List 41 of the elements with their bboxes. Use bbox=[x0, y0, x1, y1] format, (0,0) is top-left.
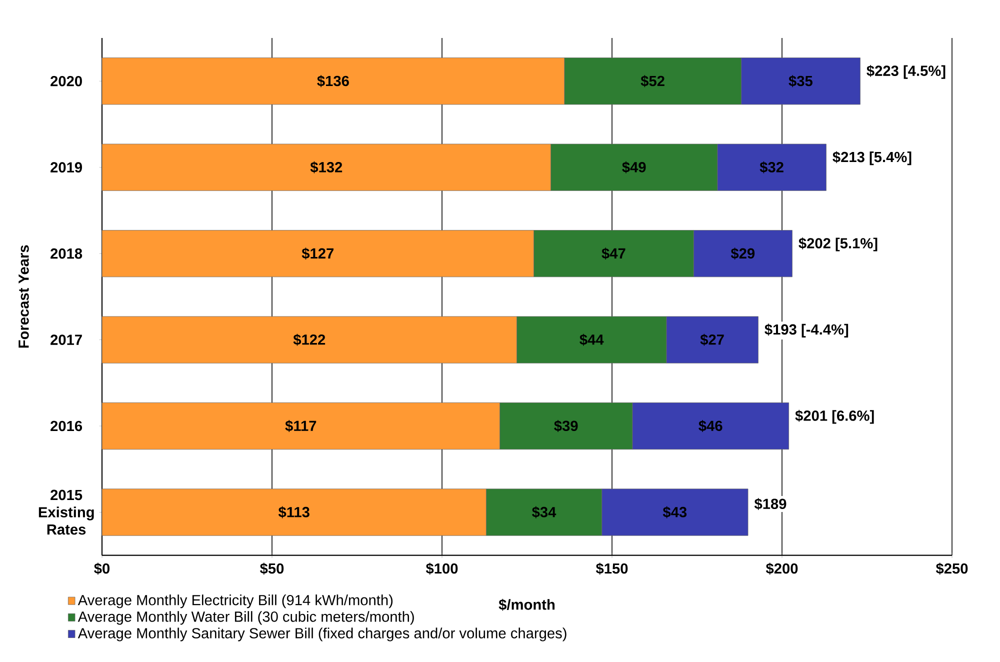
data-label: $52 bbox=[640, 75, 664, 88]
x-tick-label: $0 bbox=[94, 562, 110, 575]
y-axis-title: Forecast Years bbox=[18, 245, 29, 348]
total-label: $223 [4.5%] bbox=[866, 64, 946, 79]
total-label: $193 [-4.4%] bbox=[764, 324, 848, 338]
data-label: $32 bbox=[760, 161, 784, 174]
data-label: $27 bbox=[700, 334, 724, 346]
data-label: $34 bbox=[532, 506, 556, 518]
x-tick-label: $150 bbox=[596, 562, 628, 575]
data-label: $49 bbox=[622, 161, 646, 174]
data-label: $43 bbox=[662, 506, 687, 518]
x-tick-label: $250 bbox=[936, 562, 968, 575]
data-label: $39 bbox=[554, 420, 578, 432]
data-label: $127 bbox=[302, 248, 334, 260]
x-axis-title: $/month bbox=[498, 598, 555, 611]
data-label: $47 bbox=[602, 248, 626, 260]
total-label: $213 [5.4%] bbox=[832, 151, 912, 166]
x-tick-label: $100 bbox=[426, 562, 458, 575]
data-label: $113 bbox=[278, 506, 310, 518]
data-label: $29 bbox=[730, 248, 755, 260]
data-label: $35 bbox=[788, 75, 812, 88]
total-label: $189 bbox=[754, 498, 786, 510]
data-label: $136 bbox=[317, 75, 349, 88]
y-tick-label: 2015 Existing Rates bbox=[38, 490, 94, 535]
data-label: $46 bbox=[698, 420, 722, 432]
legend-label: Average Monthly Electricity Bill (914 kWh/month) bbox=[78, 594, 393, 608]
data-label: $132 bbox=[310, 161, 342, 174]
data-label: $44 bbox=[580, 334, 604, 346]
y-tick-label: 2016 bbox=[50, 420, 82, 432]
total-label: $201 [6.6%] bbox=[795, 410, 874, 424]
x-tick-label: $50 bbox=[260, 562, 284, 575]
y-tick-label: 2020 bbox=[50, 76, 82, 86]
y-tick-label: 2018 bbox=[50, 248, 82, 259]
y-tick-label: 2017 bbox=[50, 334, 82, 345]
y-tick-label: 2019 bbox=[50, 162, 82, 173]
data-label: $117 bbox=[285, 420, 316, 432]
legend-label: Average Monthly Water Bill (30 cubic meters/month) bbox=[78, 611, 414, 625]
legend-label: Average Monthly Sanitary Sewer Bill (fixed charges and/or volume charges) bbox=[78, 628, 566, 642]
x-tick-label: $200 bbox=[766, 562, 798, 575]
data-label: $122 bbox=[293, 334, 326, 346]
total-label: $202 [5.1%] bbox=[798, 237, 878, 252]
